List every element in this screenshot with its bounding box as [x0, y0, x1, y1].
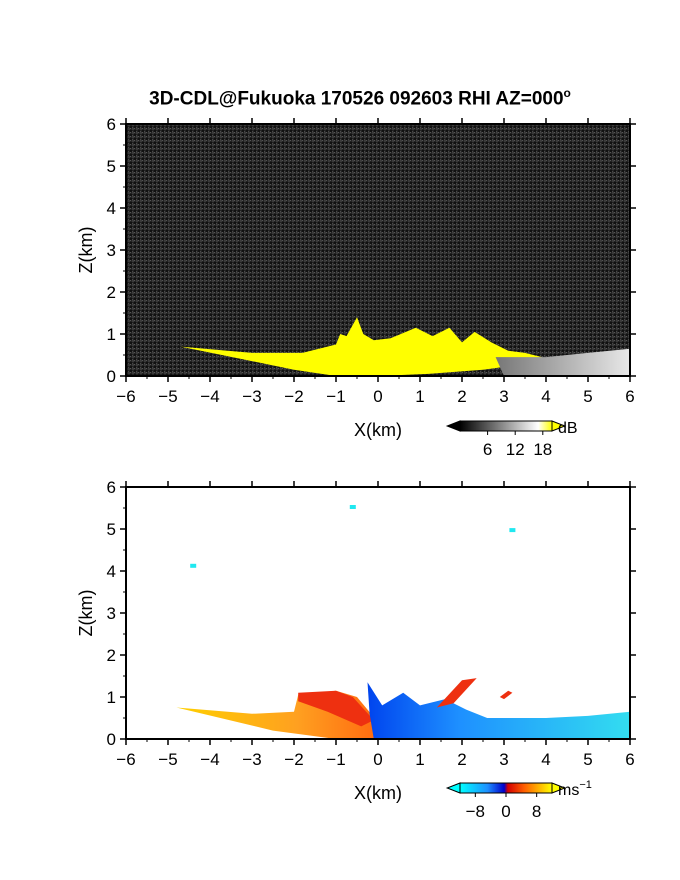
snr-plot-background: [126, 124, 630, 376]
velocity-region-positive-core: [436, 678, 477, 708]
snr-x-tick-label: −6: [116, 387, 135, 406]
snr-x-tick-label: 4: [541, 387, 550, 406]
velocity-speckle: [349, 505, 356, 509]
velocity-y-tick-label: 2: [107, 646, 116, 665]
snr-colorbar-high-arrow: [551, 420, 567, 432]
snr-x-tick-label: −5: [158, 387, 177, 406]
velocity-y-tick-label: 1: [107, 688, 116, 707]
velocity-plot-background: [126, 487, 630, 739]
snr-x-tick-label: 1: [415, 387, 424, 406]
snr-x-tick-label: 3: [499, 387, 508, 406]
snr-x-tick-label: 2: [457, 387, 466, 406]
velocity-region-positive-core: [298, 690, 374, 727]
snr-colorbar-tick-label: 12: [506, 440, 525, 459]
velocity-speckle: [509, 528, 516, 533]
snr-y-ticks: 0 1 2 3 4 5 6: [107, 115, 636, 386]
velocity-speckle: [190, 563, 197, 568]
velocity-y-tick-label: 6: [107, 478, 116, 497]
velocity-x-tick-label: 6: [625, 750, 634, 769]
velocity-x-tick-label: −1: [326, 750, 345, 769]
snr-y-tick-label: 0: [107, 367, 116, 386]
velocity-colorbar-unit: ms−1: [558, 779, 592, 799]
velocity-x-tick-label: −4: [200, 750, 219, 769]
velocity-colorbar-high-arrow: [551, 782, 567, 794]
velocity-x-tick-label: 3: [499, 750, 508, 769]
velocity-colorbar: −8 0 8 ms−1: [445, 779, 592, 821]
snr-y-axis-label: Z(km): [76, 227, 96, 274]
snr-colorbar-unit: dB: [558, 420, 578, 437]
snr-regions: [180, 317, 630, 376]
snr-colorbar-ramp: [459, 420, 553, 432]
figure-title-degree: o: [563, 86, 571, 100]
velocity-colorbar-ramp: [459, 782, 553, 794]
snr-x-tick-label: −3: [242, 387, 261, 406]
snr-region-grey: [495, 348, 630, 376]
velocity-y-tick-label: 0: [107, 730, 116, 749]
velocity-x-ticks: −6 −5 −4 −3 −2 −1 0 1 2 3 4 5 6: [116, 481, 635, 769]
velocity-x-axis-label: X(km): [354, 783, 402, 803]
velocity-colorbar-tick-label: −8: [466, 802, 485, 821]
snr-region-saturated: [180, 317, 546, 376]
snr-colorbar-tick-label: 18: [533, 440, 552, 459]
snr-y-tick-label: 2: [107, 283, 116, 302]
snr-x-tick-label: −2: [284, 387, 303, 406]
snr-y-tick-label: 5: [107, 157, 116, 176]
velocity-x-tick-label: −2: [284, 750, 303, 769]
velocity-colorbar-tick-label: 8: [532, 802, 541, 821]
velocity-y-ticks: 0 1 2 3 4 5 6: [107, 478, 636, 749]
velocity-x-tick-label: 5: [583, 750, 592, 769]
snr-y-tick-label: 6: [107, 115, 116, 134]
figure-title-text: 3D-CDL@Fukuoka 170526 092603 RHI AZ=000: [149, 88, 564, 110]
velocity-y-axis-label: Z(km): [76, 590, 96, 637]
velocity-colorbar-tick-label: 0: [501, 802, 510, 821]
snr-y-tick-label: 4: [107, 199, 116, 218]
velocity-colorbar-low-arrow: [445, 782, 461, 794]
velocity-x-tick-label: 1: [415, 750, 424, 769]
snr-colorbar-tick-label: 6: [483, 440, 492, 459]
velocity-x-tick-label: −6: [116, 750, 135, 769]
velocity-x-tick-label: 2: [457, 750, 466, 769]
velocity-y-tick-label: 3: [107, 604, 116, 623]
snr-x-tick-label: −1: [326, 387, 345, 406]
snr-colorbar-low-arrow: [445, 420, 461, 432]
velocity-y-tick-label: 4: [107, 562, 116, 581]
snr-y-tick-label: 1: [107, 325, 116, 344]
velocity-x-tick-label: 4: [541, 750, 550, 769]
velocity-colorbar-unit-sup: −1: [579, 779, 592, 791]
figure-title: 3D-CDL@Fukuoka 170526 092603 RHI AZ=000o: [0, 86, 680, 110]
snr-x-axis-label: X(km): [354, 420, 402, 440]
snr-x-tick-label: 6: [625, 387, 634, 406]
velocity-x-tick-label: 0: [373, 750, 382, 769]
velocity-region-negative: [367, 682, 630, 739]
velocity-regions: [176, 505, 630, 739]
velocity-x-tick-label: −5: [158, 750, 177, 769]
velocity-region-positive-core: [499, 690, 513, 700]
snr-x-tick-label: −4: [200, 387, 219, 406]
velocity-y-tick-label: 5: [107, 520, 116, 539]
snr-y-tick-label: 3: [107, 241, 116, 260]
snr-x-tick-label: 5: [583, 387, 592, 406]
snr-colorbar: 6 12 18 dB: [445, 420, 578, 459]
snr-x-tick-label: 0: [373, 387, 382, 406]
snr-x-ticks: −6 −5 −4 −3 −2 −1 0 1 2 3 4 5 6: [116, 118, 635, 406]
velocity-x-tick-label: −3: [242, 750, 261, 769]
